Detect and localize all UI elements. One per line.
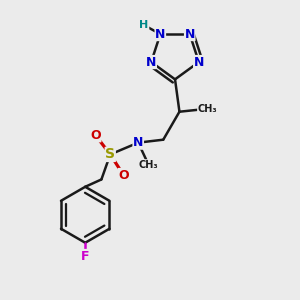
Text: CH₃: CH₃ bbox=[139, 160, 158, 170]
Text: N: N bbox=[194, 56, 204, 68]
Text: N: N bbox=[146, 56, 156, 68]
Text: S: S bbox=[105, 147, 115, 161]
Text: H: H bbox=[140, 20, 149, 30]
Text: N: N bbox=[155, 28, 166, 40]
Text: CH₃: CH₃ bbox=[198, 104, 217, 114]
Text: N: N bbox=[184, 28, 195, 40]
Text: O: O bbox=[90, 129, 101, 142]
Text: N: N bbox=[133, 136, 143, 149]
Text: F: F bbox=[81, 250, 89, 262]
Text: O: O bbox=[118, 169, 129, 182]
